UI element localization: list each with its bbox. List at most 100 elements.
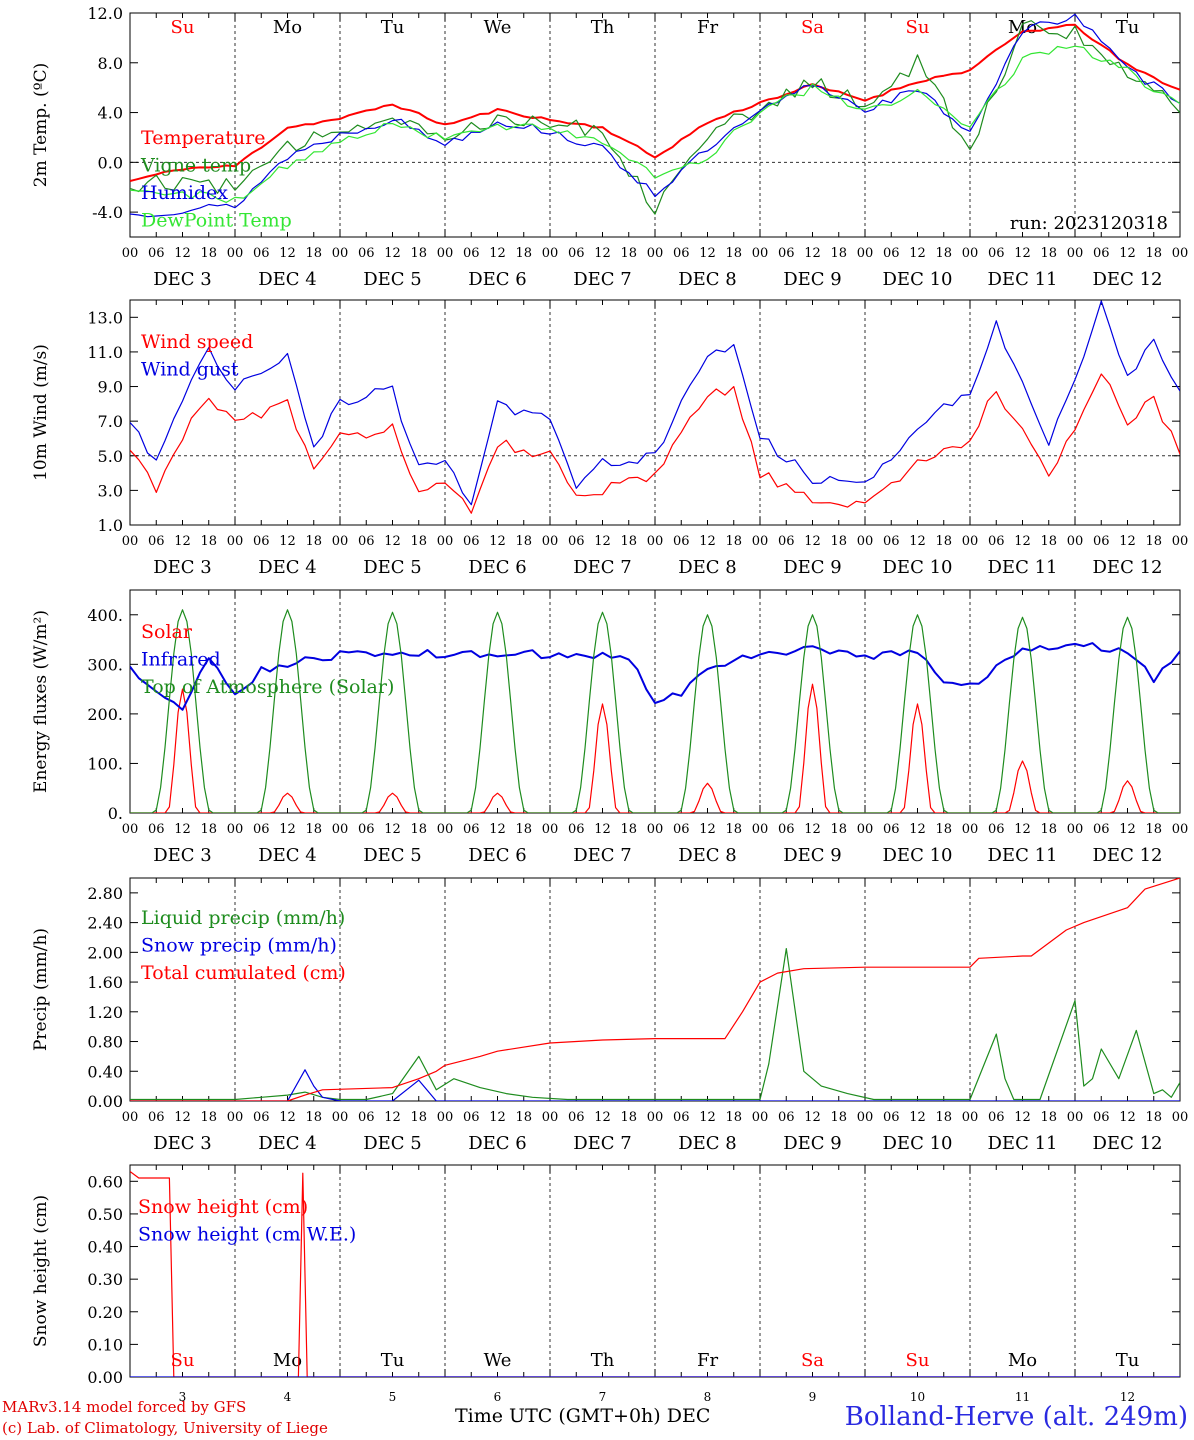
legend-entry: Temperature	[141, 127, 265, 149]
hour-tick-label: 12	[489, 534, 506, 549]
y-tick-label: 100.	[87, 754, 123, 773]
hour-tick-label: 06	[1093, 534, 1110, 549]
series-line	[130, 300, 1180, 506]
hour-tick-label: 06	[253, 1110, 270, 1125]
hour-tick-label: 06	[358, 1110, 375, 1125]
y-tick-label: 1.20	[87, 1003, 123, 1022]
hour-tick-label: 12	[594, 1110, 611, 1125]
hour-tick-label: 00	[1067, 822, 1084, 837]
y-tick-label: 2.80	[87, 884, 123, 903]
series-line	[130, 20, 1180, 215]
day-label: DEC 10	[883, 557, 953, 578]
hour-tick-label: 18	[200, 1110, 217, 1125]
day-number-label: 11	[1015, 1390, 1030, 1404]
hour-tick-label: 00	[437, 822, 454, 837]
y-tick-label: 400.	[87, 606, 123, 625]
hour-tick-label: 18	[1040, 822, 1057, 837]
hour-tick-label: 12	[594, 534, 611, 549]
series-line	[130, 13, 1180, 218]
day-number-label: 7	[599, 1390, 607, 1404]
hour-tick-label: 00	[752, 1110, 769, 1125]
hour-tick-label: 00	[437, 534, 454, 549]
hour-tick-label: 18	[515, 822, 532, 837]
day-label: DEC 4	[258, 845, 317, 866]
y-tick-label: 0.	[108, 804, 123, 823]
hour-tick-label: 12	[909, 1110, 926, 1125]
hour-tick-label: 12	[174, 534, 191, 549]
hour-tick-label: 06	[1093, 1110, 1110, 1125]
weekday-label: Mo	[273, 17, 302, 38]
hour-tick-label: 00	[647, 822, 664, 837]
day-label: DEC 11	[988, 1133, 1058, 1154]
hour-tick-label: 18	[725, 534, 742, 549]
hour-tick-label: 12	[1119, 534, 1136, 549]
hour-tick-label: 00	[122, 246, 139, 261]
y-tick-label: 0.80	[87, 1033, 123, 1052]
weekday-label: Th	[591, 17, 615, 38]
day-label: DEC 6	[468, 1133, 527, 1154]
day-label: DEC 8	[678, 845, 737, 866]
y-tick-label: 13.0	[87, 308, 123, 327]
hour-tick-label: 18	[725, 822, 742, 837]
day-number-label: 4	[284, 1390, 292, 1404]
y-tick-label: -4.0	[92, 203, 123, 222]
day-label: DEC 11	[988, 845, 1058, 866]
hour-tick-label: 00	[332, 246, 349, 261]
hour-tick-label: 18	[200, 822, 217, 837]
hour-tick-label: 06	[463, 246, 480, 261]
hour-tick-label: 12	[1119, 822, 1136, 837]
hour-tick-label: 18	[515, 246, 532, 261]
hour-tick-label: 18	[725, 246, 742, 261]
hour-tick-label: 12	[1014, 246, 1031, 261]
weekday-label: Mo	[1008, 1350, 1037, 1371]
hour-tick-label: 06	[988, 822, 1005, 837]
legend-entry: DewPoint Temp	[141, 210, 292, 232]
panel-1: -4.0 0.0 4.0 8.0 12.0 2m Temp. (ºC) 00 06 12 18 DE…	[31, 4, 1188, 290]
hour-tick-label: 12	[1014, 534, 1031, 549]
day-label: DEC 9	[783, 1133, 842, 1154]
day-number-label: 9	[809, 1390, 817, 1404]
hour-tick-label: 18	[935, 246, 952, 261]
hour-tick-label: 18	[305, 822, 322, 837]
hour-tick-label: 00	[227, 246, 244, 261]
x-axis-title: Time UTC (GMT+0h) DEC	[455, 1405, 711, 1427]
day-label: DEC 9	[783, 557, 842, 578]
weekday-label: Tu	[381, 17, 405, 38]
hour-tick-label: 00	[1172, 534, 1189, 549]
y-tick-label: 0.00	[87, 1092, 123, 1111]
hour-tick-label: 06	[148, 822, 165, 837]
weekday-label: Tu	[381, 1350, 405, 1371]
hour-tick-label: 00	[227, 1110, 244, 1125]
hour-tick-label: 12	[489, 822, 506, 837]
hour-tick-label: 06	[568, 246, 585, 261]
hour-tick-label: 18	[620, 534, 637, 549]
y-axis-label: Energy fluxes (W/m²)	[31, 610, 51, 793]
hour-tick-label: 12	[384, 1110, 401, 1125]
weekday-label: Tu	[1116, 17, 1140, 38]
day-label: DEC 11	[988, 557, 1058, 578]
day-label: DEC 7	[573, 845, 632, 866]
hour-tick-label: 12	[909, 246, 926, 261]
hour-tick-label: 18	[305, 1110, 322, 1125]
hour-tick-label: 06	[778, 246, 795, 261]
hour-tick-label: 06	[463, 534, 480, 549]
hour-tick-label: 18	[200, 246, 217, 261]
hour-tick-label: 00	[857, 1110, 874, 1125]
y-axis-label: 2m Temp. (ºC)	[31, 63, 51, 188]
hour-tick-label: 12	[384, 534, 401, 549]
series-line	[130, 23, 1180, 182]
day-label: DEC 10	[883, 845, 953, 866]
hour-tick-label: 12	[804, 1110, 821, 1125]
day-number-label: 6	[494, 1390, 502, 1404]
hour-tick-label: 00	[857, 534, 874, 549]
hour-tick-label: 12	[699, 822, 716, 837]
y-tick-label: 9.0	[98, 378, 123, 397]
hour-tick-label: 12	[699, 1110, 716, 1125]
y-tick-label: 4.0	[98, 104, 123, 123]
hour-tick-label: 00	[122, 534, 139, 549]
panel-4: 0.00 0.40 0.80 1.20 1.60 2.00 2.40 2.80 Precip (…	[31, 877, 1188, 1154]
series-line	[130, 642, 1180, 711]
y-tick-label: 0.0	[98, 153, 123, 172]
legend-entry: Vigne temp	[140, 155, 251, 177]
